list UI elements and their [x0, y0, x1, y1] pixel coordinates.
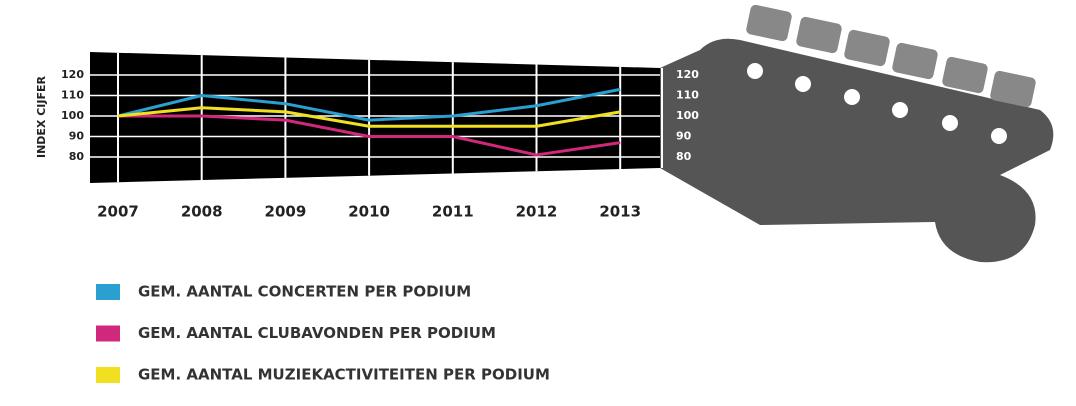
y2-tick-label: 100 — [676, 109, 699, 122]
legend-swatch — [96, 325, 120, 342]
series-line — [117, 87, 621, 122]
y2-tick-label: 110 — [676, 89, 699, 102]
x-tick-label: 2013 — [599, 203, 641, 221]
series-line — [117, 106, 621, 128]
y2-tick-label: 120 — [676, 68, 699, 81]
legend-label: GEM. AANTAL MUZIEKACTIVITEITEN PER PODIU… — [138, 366, 550, 384]
y2-tick-label: 90 — [676, 130, 692, 143]
x-tick-label: 2009 — [265, 203, 307, 221]
legend-label: GEM. AANTAL CLUBAVONDEN PER PODIUM — [138, 324, 496, 342]
x-tick-label: 2012 — [516, 203, 558, 221]
series-line — [118, 114, 621, 157]
x-tick-label: 2007 — [97, 203, 139, 221]
y-tick-label: 80 — [69, 150, 85, 163]
y-tick-label: 90 — [69, 130, 85, 143]
legend-swatch — [96, 367, 120, 383]
y-tick-label: 120 — [61, 68, 84, 81]
x-tick-label: 2010 — [348, 203, 390, 221]
y2-tick-label: 80 — [676, 150, 692, 163]
legend-label: GEM. AANTAL CONCERTEN PER PODIUM — [138, 283, 471, 301]
y-tick-label: 100 — [61, 109, 84, 122]
x-tick-label: 2008 — [181, 203, 223, 221]
y-axis-label: INDEX CIJFER — [35, 75, 48, 158]
x-tick-label: 2011 — [432, 203, 474, 221]
legend-swatch — [96, 284, 120, 300]
y-tick-label: 110 — [61, 89, 84, 102]
headstock — [660, 4, 1054, 263]
